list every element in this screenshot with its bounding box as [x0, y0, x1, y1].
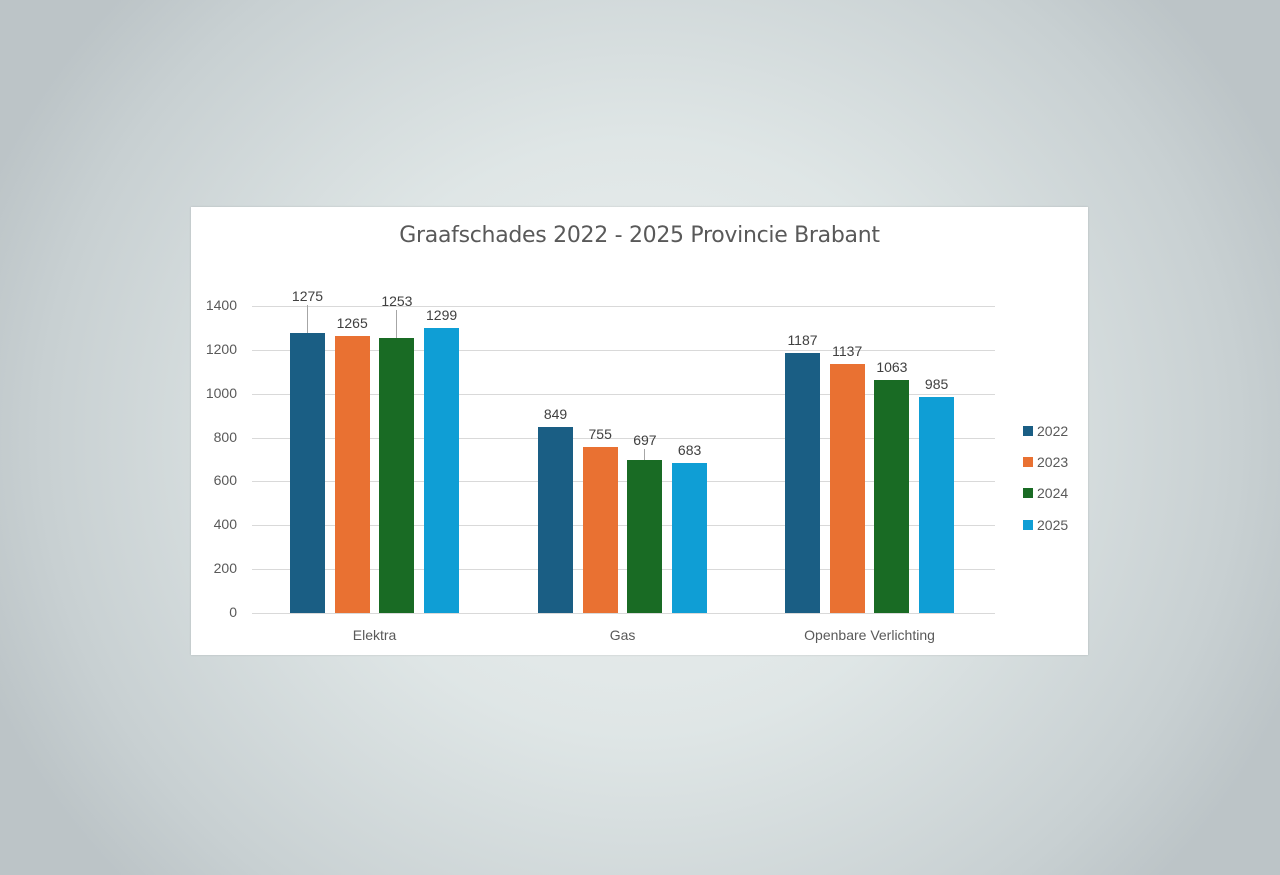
bar-2024-elektra[interactable]: [379, 338, 415, 613]
data-label: 1299: [426, 307, 458, 324]
y-tick-label: 1200: [205, 340, 237, 357]
y-tick-label: 1000: [205, 384, 237, 401]
data-label: 683: [677, 442, 702, 459]
gridline: [252, 349, 995, 351]
plot-area: 0 200 400 600 800 1000 1200 1400 1275 1265 1253 129…: [191, 207, 1088, 655]
legend-swatch-icon: [1023, 425, 1033, 436]
y-tick-label: 200: [213, 560, 237, 577]
legend-item-2024[interactable]: 2024: [1023, 478, 1068, 509]
data-label: 1275: [291, 288, 324, 305]
legend-label: 2022: [1037, 422, 1069, 439]
legend-swatch-icon: [1023, 519, 1033, 530]
leader-line: [396, 310, 398, 339]
gridline: [252, 306, 995, 307]
bar-2024-openbare-verlichting[interactable]: [874, 379, 910, 613]
data-label: 1187: [787, 331, 818, 348]
bar-2025-gas[interactable]: [672, 463, 708, 613]
leader-line: [307, 305, 308, 334]
legend-label: 2025: [1037, 516, 1069, 533]
bar-2023-gas[interactable]: [582, 447, 618, 613]
bar-2025-elektra[interactable]: [424, 328, 460, 613]
data-label: 849: [543, 405, 568, 422]
leader-line: [644, 449, 646, 461]
bar-2025-openbare-verlichting[interactable]: [919, 397, 955, 613]
y-tick-label: 0: [229, 604, 237, 620]
x-category-label: Elektra: [352, 627, 397, 643]
legend-item-2022[interactable]: 2022: [1023, 415, 1068, 446]
bar-2023-openbare-verlichting[interactable]: [829, 363, 865, 613]
gridline: [252, 437, 995, 439]
bar-2022-gas[interactable]: [538, 426, 573, 613]
data-label: 985: [924, 376, 949, 392]
legend-item-2023[interactable]: 2023: [1023, 446, 1068, 477]
bar-2023-elektra[interactable]: [334, 335, 370, 613]
y-tick-label: 600: [213, 472, 237, 489]
data-label: 697: [633, 432, 657, 449]
chart-panel: Graafschades 2022 - 2025 Provincie Braba…: [191, 207, 1088, 655]
x-category-label: Openbare Verlichting: [804, 627, 935, 643]
y-tick-label: 400: [213, 516, 237, 533]
gridline: [252, 525, 995, 527]
bar-2022-elektra[interactable]: [290, 333, 325, 613]
gridline: [252, 393, 995, 395]
legend-label: 2023: [1037, 453, 1069, 470]
gridline: [252, 613, 995, 614]
legend-swatch-icon: [1023, 456, 1033, 467]
data-label: 1063: [876, 358, 908, 375]
bar-2022-openbare-verlichting[interactable]: [785, 352, 820, 613]
legend-label: 2024: [1037, 485, 1069, 502]
data-label: 1265: [336, 314, 368, 331]
y-tick-label: 800: [213, 428, 237, 445]
data-label: 755: [588, 426, 612, 443]
legend: 2022 2023 2024 2025: [1023, 415, 1068, 540]
data-label: 1137: [832, 342, 863, 359]
gridline: [252, 569, 995, 571]
bar-2024-gas[interactable]: [627, 460, 663, 613]
x-category-label: Gas: [609, 627, 636, 643]
chart-title: Graafschades 2022 - 2025 Provincie Braba…: [399, 223, 880, 248]
data-label: 1253: [381, 293, 413, 310]
gridline: [252, 481, 995, 483]
legend-item-2025[interactable]: 2025: [1023, 509, 1068, 540]
legend-swatch-icon: [1023, 488, 1033, 499]
y-tick-label: 1400: [205, 297, 237, 313]
